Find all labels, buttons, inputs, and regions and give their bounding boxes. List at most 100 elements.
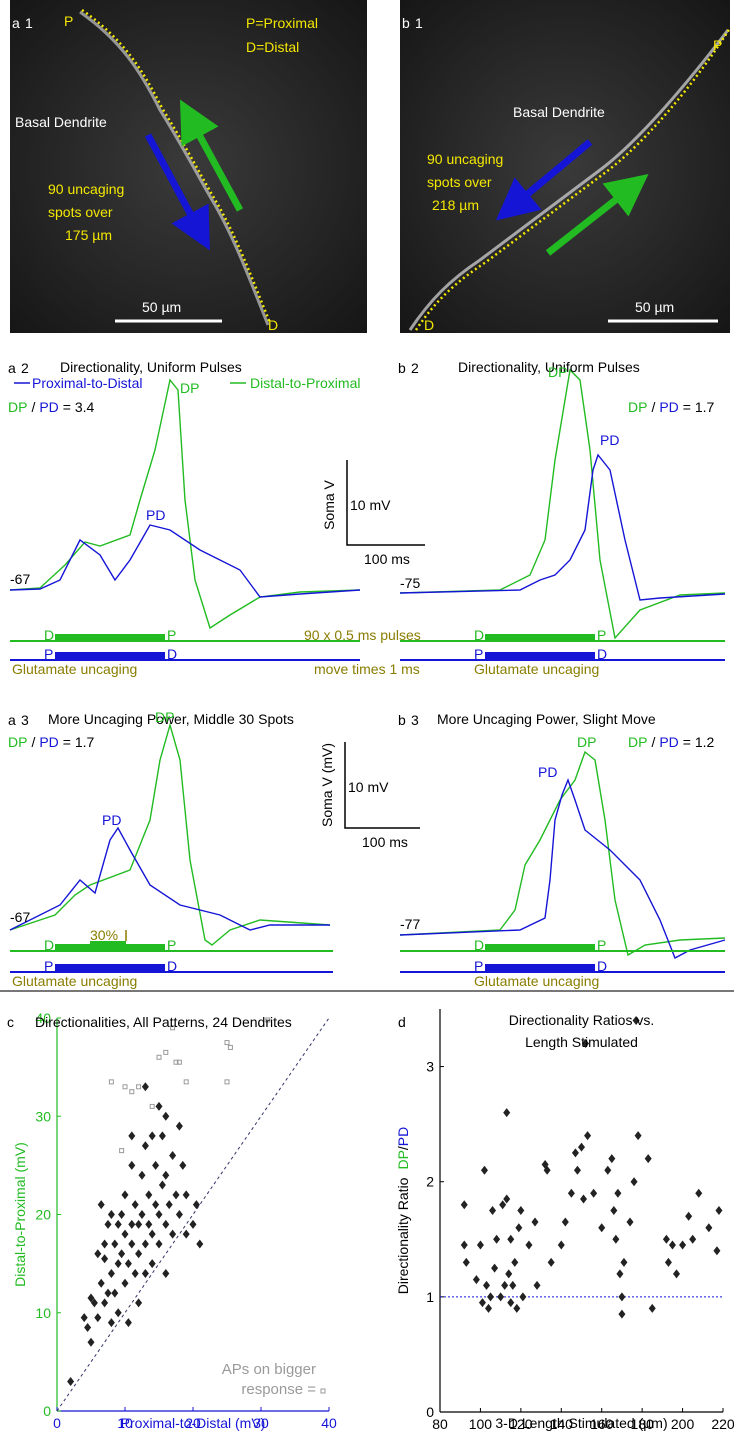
ratio-part: = 1.2 [683,734,715,750]
point [173,1190,180,1199]
point [125,1259,132,1268]
point [135,1220,142,1229]
label: 50 µm [635,299,674,315]
label: P [474,646,483,662]
label: Basal Dendrite [15,114,107,130]
label: D [44,937,54,953]
point [115,1220,122,1229]
label: P [167,627,176,643]
label: D [474,627,484,643]
point [120,1149,124,1153]
label: 30% [90,927,118,943]
point [618,1310,625,1319]
point [169,1151,176,1160]
point [183,1230,190,1239]
y-tick-label: 1 [426,1289,434,1305]
page: { "figure": { "a1": {"label": "a", "sub"… [0,0,734,1433]
stim-bar [485,944,595,951]
point [665,1258,672,1267]
x-tick-label: 40 [321,1415,337,1431]
stim-bar [55,652,165,660]
label: Glutamate uncaging [474,661,599,677]
legend-note: APs on bigger response = [200,1360,316,1400]
point [101,1298,108,1307]
point [669,1241,676,1250]
panel-label: b [398,360,406,376]
point [115,1308,122,1317]
point [679,1241,686,1250]
label: P [64,13,73,29]
point [620,1258,627,1267]
point [705,1223,712,1232]
x-tick-label: 100 [469,1416,493,1432]
point [497,1292,504,1301]
y-tick-label: 10 [35,1305,51,1321]
y-tick-label: 2 [426,1174,434,1190]
label: Directionality, Uniform Pulses [60,359,242,375]
point [534,1281,541,1290]
point [101,1239,108,1248]
y-axis-label-text: Directionality Ratio [395,1177,411,1294]
y-axis-label-part: PD [395,1127,411,1146]
point [162,1269,169,1278]
label: D [424,317,434,333]
point [105,1289,112,1298]
trace [400,752,725,955]
point [111,1289,118,1298]
point [135,1249,142,1258]
chart-title: Directionalities, All Patterns, 24 Dendr… [35,1014,292,1030]
point [584,1131,591,1140]
point [123,1085,127,1089]
panel-label: 2 [411,360,419,376]
ratio-part: DP [8,399,27,415]
label: Glutamate uncaging [12,973,137,989]
ratio-part: = 1.7 [63,734,95,750]
point [157,1055,161,1059]
point [130,1090,134,1094]
x-tick-label: 0 [53,1415,61,1431]
point [481,1166,488,1175]
label: 218 µm [432,197,479,213]
y-tick-label: 30 [35,1108,51,1124]
point [505,1269,512,1278]
ratio: DP/PD= 1.7 [8,734,95,750]
ratio-part: PD [39,399,58,415]
point [159,1131,166,1140]
point [627,1218,634,1227]
label: Soma V (mV) [319,743,335,827]
point [128,1161,135,1170]
ratio-part: PD [39,734,58,750]
trace [10,828,330,930]
label: 175 µm [65,227,112,243]
x-axis-label: 3-D Length Stimulated (µm) [495,1415,667,1431]
point [685,1212,692,1221]
point [616,1269,623,1278]
point [190,1220,197,1229]
point [590,1189,597,1198]
point [149,1230,156,1239]
point [142,1082,149,1091]
trace [400,455,725,600]
point [150,1104,154,1108]
point [519,1292,526,1301]
panel-label: a [8,712,16,728]
label: spots over [427,174,492,190]
label: D=Distal [246,39,299,55]
ratio-part: = 3.4 [63,399,95,415]
point [94,1249,101,1258]
panel-label: c [7,1014,14,1030]
point [128,1220,135,1229]
point [507,1298,514,1307]
point [604,1166,611,1175]
point [228,1045,232,1049]
label: PD [102,812,121,828]
point [487,1292,494,1301]
label: P [474,958,483,974]
label: 90 uncaging [427,151,503,167]
point [507,1235,514,1244]
trace [400,780,725,958]
point [169,1230,176,1239]
point [159,1181,166,1190]
point [122,1230,129,1239]
stim-bar [485,634,595,641]
